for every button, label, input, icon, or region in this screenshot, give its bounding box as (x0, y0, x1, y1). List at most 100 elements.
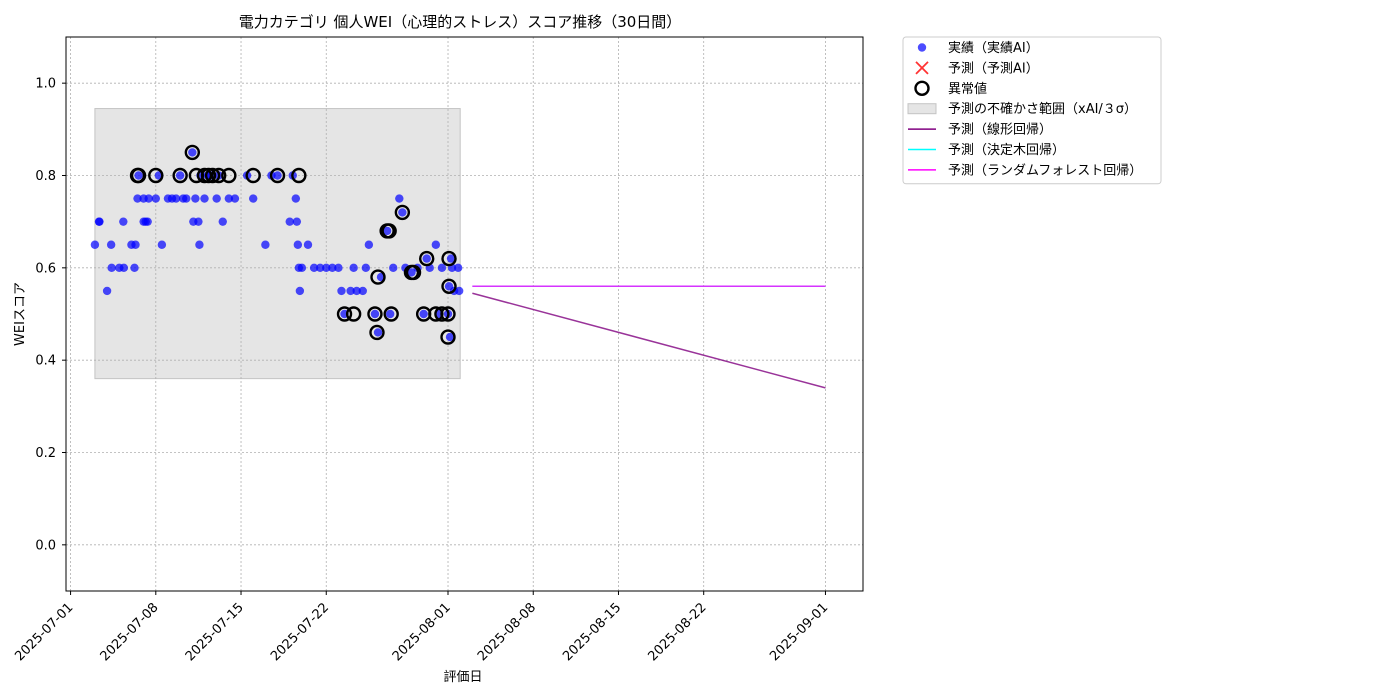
outlier-marker (269, 167, 286, 184)
actual-point (194, 217, 203, 226)
actual-point (334, 263, 343, 273)
outlier-marker (434, 306, 450, 322)
actual-point (188, 148, 197, 157)
actual-point (90, 240, 100, 249)
actual-point (291, 194, 301, 203)
forecast-line (472, 292, 826, 389)
chart-title: 電力カテゴリ 個人WEI（心理的ストレス）スコア推移（30日間） (239, 13, 682, 31)
actual-point (389, 263, 398, 273)
actual-point (328, 263, 337, 273)
x-tick-label: 2025-07-08 (98, 600, 162, 664)
actual-point (346, 286, 355, 296)
x-tick-label: 2025-08-15 (560, 600, 624, 664)
actual-point (171, 194, 181, 203)
outlier-marker (172, 167, 188, 184)
actual-point (212, 194, 221, 203)
outlier-marker (211, 167, 227, 184)
actual-point (134, 171, 143, 180)
legend-label: 予測（決定木回帰） (948, 142, 1065, 158)
actual-point (303, 240, 313, 249)
outlier-marker (367, 306, 383, 322)
outlier-marker (336, 306, 353, 322)
actual-point (119, 217, 128, 226)
legend-label: 異常値 (948, 81, 987, 97)
plot-area: 2025-07-01 2025-07-08 2025-07-15 2025-07-22… (12, 36, 864, 664)
legend-label: 予測（予測AI） (948, 61, 1039, 76)
outlier-marker (245, 167, 261, 184)
actual-point (361, 263, 371, 273)
actual-point (218, 217, 227, 226)
actual-point (398, 208, 407, 217)
actual-point (295, 286, 305, 296)
outlier-marker (419, 250, 435, 267)
outlier-marker (394, 204, 411, 221)
outlier-marker (204, 167, 221, 184)
actual-point (224, 194, 234, 203)
outlier-marker (381, 223, 397, 239)
actual-point (422, 254, 431, 263)
outlier-marker (345, 306, 362, 322)
actual-point (175, 171, 185, 180)
actual-point (292, 217, 302, 226)
actual-point (131, 240, 140, 249)
x-tick-label: 2025-07-22 (268, 600, 332, 664)
actual-point (373, 328, 383, 337)
actual-point (182, 194, 191, 203)
actual-point (445, 332, 455, 342)
x-tick-label: 2025-07-15 (183, 600, 247, 664)
actual-point (102, 286, 112, 296)
actual-point (106, 240, 116, 249)
outlier-marker (148, 167, 164, 184)
outlier-marker (130, 167, 147, 184)
outlier-marker (405, 264, 422, 281)
actual-point (385, 309, 395, 319)
actual-point (382, 226, 392, 236)
actual-point (200, 194, 209, 203)
outlier-marker (291, 167, 307, 184)
actual-point (191, 194, 200, 203)
outlier-marker (221, 167, 237, 184)
actual-point (95, 217, 104, 226)
actual-point (395, 194, 404, 203)
actual-point (297, 263, 307, 273)
actual-point (157, 240, 167, 249)
actual-point (370, 309, 380, 319)
outlier-marker (440, 306, 456, 322)
actual-point (230, 194, 240, 203)
y-tick-label: 1.0 (35, 77, 56, 92)
legend-swatch-x (915, 61, 929, 75)
actual-point (285, 217, 294, 226)
actual-point (195, 240, 204, 249)
actual-point (143, 217, 152, 226)
actual-point (349, 263, 358, 273)
x-axis-label: 評価日 (443, 670, 482, 685)
y-axis-label: WEIスコア (13, 282, 28, 346)
actual-point (322, 263, 331, 273)
x-tick-label: 2025-07-01 (12, 600, 76, 664)
actual-point (151, 194, 160, 203)
y-tick-label: 0.6 (35, 261, 56, 276)
actual-point (437, 263, 447, 273)
y-tick-label: 0.2 (35, 446, 56, 461)
legend-label: 実績（実績AI） (948, 40, 1039, 56)
actual-point (407, 268, 416, 277)
outlier-marker (441, 250, 457, 267)
actual-point (454, 286, 464, 296)
legend-swatch-ring (914, 80, 930, 97)
legend-label: 予測（ランダムフォレスト回帰） (948, 162, 1142, 178)
outlier-marker (369, 324, 385, 341)
legend-swatch-dot (917, 43, 927, 52)
y-tick-label: 0.0 (35, 538, 56, 553)
actual-point (249, 194, 258, 203)
actual-point (358, 286, 367, 296)
actual-point (293, 240, 303, 249)
outlier-marker (370, 269, 386, 285)
outlier-marker (441, 278, 457, 294)
outlier-marker (184, 144, 201, 161)
actual-point (315, 263, 325, 273)
y-tick-label: 0.8 (35, 169, 56, 184)
actual-point (364, 240, 374, 249)
actual-point (130, 263, 139, 273)
